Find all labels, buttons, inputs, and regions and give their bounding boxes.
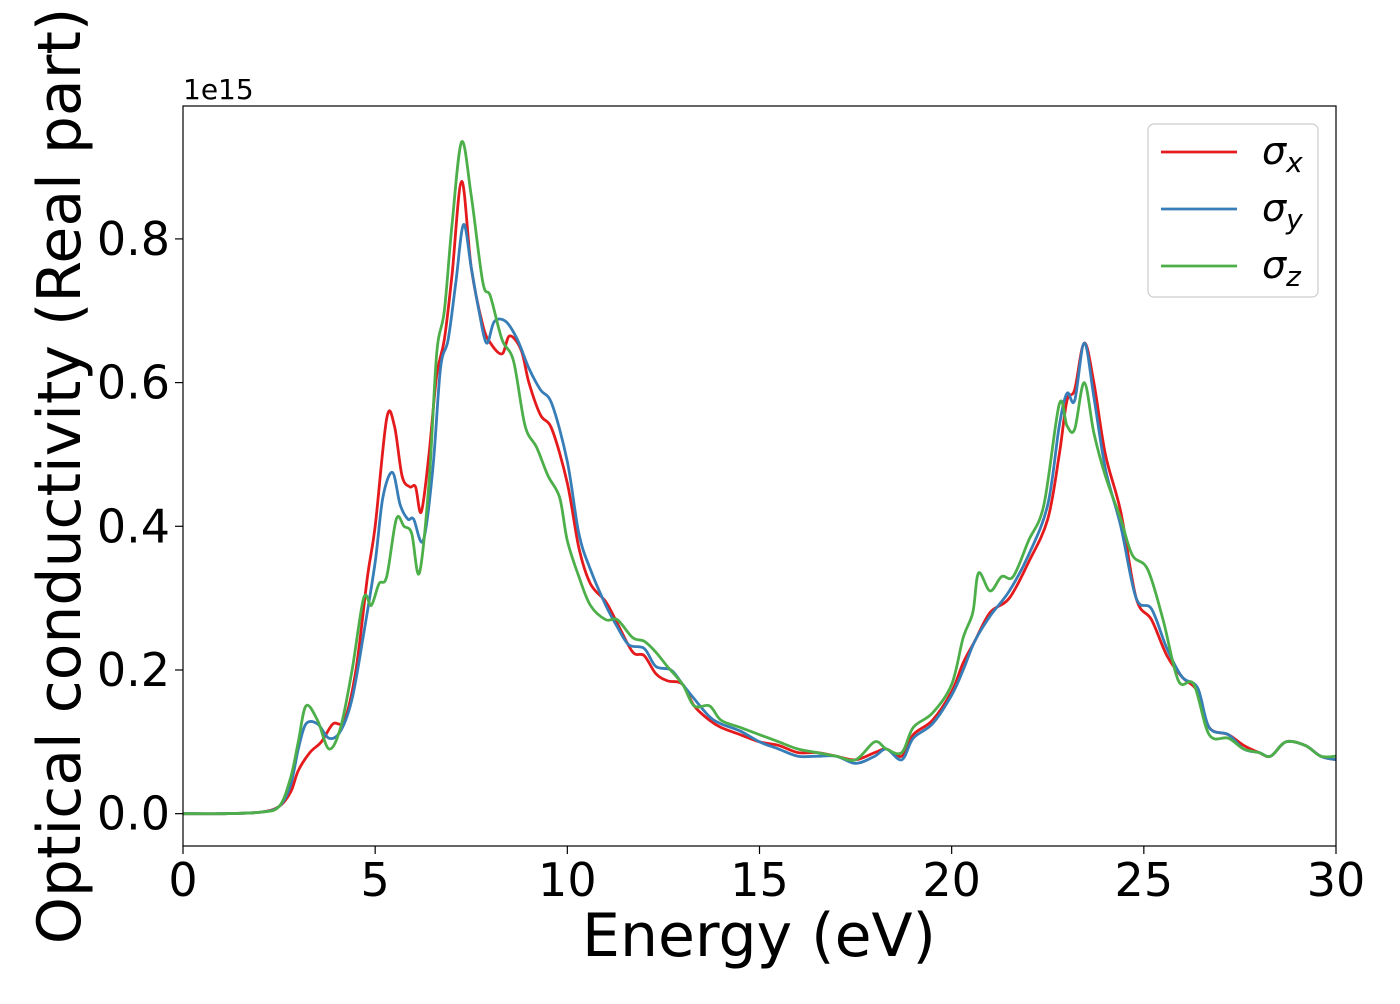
legend-label-y: σy: [1262, 186, 1303, 236]
x-tick-label: 30: [1307, 853, 1366, 907]
y-offset-label: 1e15: [183, 73, 254, 106]
y-tick-label: 0.4: [97, 499, 170, 553]
x-tick-label: 25: [1115, 853, 1174, 907]
y-tick-label: 0.6: [97, 356, 170, 410]
series-line-y: [183, 223, 1336, 816]
x-tick-label: 20: [922, 853, 981, 907]
x-tick-label: 0: [168, 853, 197, 907]
legend: σx σy σz: [1147, 123, 1319, 298]
legend-label-z: σz: [1262, 243, 1302, 293]
y-axis: 0.0 0.2 0.4 0.6 0.8: [97, 212, 183, 841]
x-axis: 0 5 10 15 20 25 30: [168, 846, 1365, 907]
y-axis-label: Optical conductivity (Real part): [25, 8, 95, 945]
legend-label-x: σx: [1262, 129, 1303, 179]
series-line-z: [183, 140, 1336, 816]
series-layer: [183, 140, 1336, 816]
x-tick-label: 5: [361, 853, 390, 907]
y-tick-label: 0.0: [97, 787, 170, 841]
x-tick-label: 15: [730, 853, 789, 907]
y-tick-label: 0.2: [97, 643, 170, 697]
y-tick-label: 0.8: [97, 212, 170, 266]
legend-box: [1147, 123, 1319, 298]
x-tick-label: 10: [538, 853, 597, 907]
x-axis-label: Energy (eV): [582, 901, 936, 971]
